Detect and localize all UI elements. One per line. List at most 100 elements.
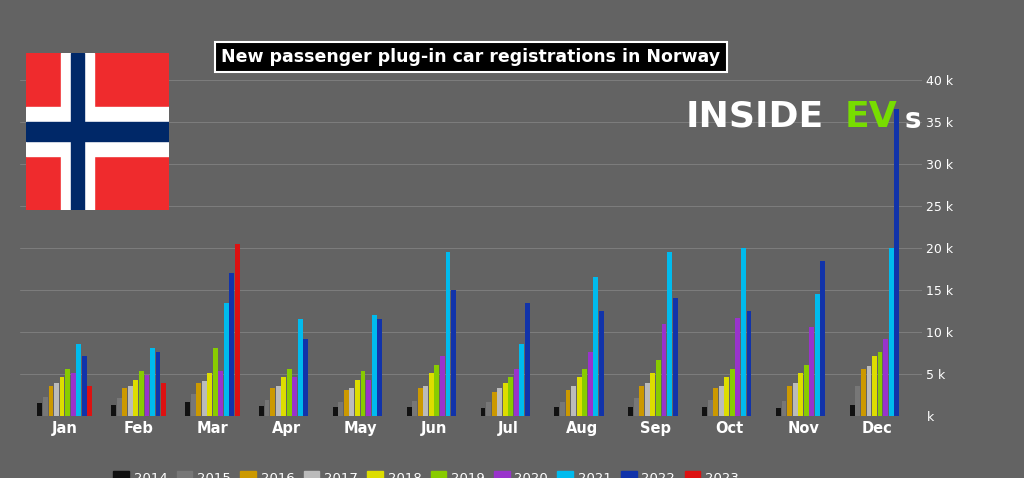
Bar: [128, 386, 133, 416]
Bar: [855, 386, 860, 416]
Text: EV: EV: [845, 100, 898, 134]
Bar: [54, 383, 59, 416]
Bar: [429, 373, 434, 416]
Bar: [883, 339, 888, 416]
Bar: [588, 352, 593, 416]
Bar: [82, 356, 87, 416]
Bar: [407, 407, 412, 416]
Bar: [117, 398, 122, 416]
Bar: [413, 401, 417, 416]
Bar: [776, 408, 781, 416]
Bar: [662, 324, 667, 416]
Bar: [377, 319, 382, 416]
Bar: [151, 348, 155, 416]
Bar: [26, 107, 169, 156]
Bar: [218, 371, 223, 416]
Bar: [372, 315, 377, 416]
Bar: [26, 121, 169, 141]
Bar: [804, 365, 809, 416]
Bar: [514, 369, 519, 416]
Bar: [702, 407, 707, 416]
Bar: [349, 388, 354, 416]
Bar: [894, 109, 899, 416]
Bar: [440, 356, 444, 416]
Bar: [360, 371, 366, 416]
Bar: [264, 400, 269, 416]
Bar: [799, 373, 803, 416]
Legend: 2014, 2015, 2016, 2017, 2018, 2019, 2020, 2021, 2022, 2023: 2014, 2015, 2016, 2017, 2018, 2019, 2020…: [108, 466, 744, 478]
Bar: [197, 383, 201, 416]
Bar: [498, 388, 502, 416]
Bar: [719, 386, 724, 416]
Bar: [451, 290, 456, 416]
Bar: [560, 402, 565, 416]
Bar: [418, 388, 423, 416]
Bar: [133, 380, 138, 416]
Bar: [270, 388, 275, 416]
Bar: [66, 369, 70, 416]
Bar: [492, 391, 497, 416]
Bar: [298, 319, 303, 416]
Bar: [577, 377, 582, 416]
Bar: [367, 380, 371, 416]
Bar: [338, 402, 343, 416]
Bar: [781, 401, 786, 416]
Bar: [741, 248, 745, 416]
Bar: [202, 381, 207, 416]
Bar: [139, 371, 143, 416]
Title: New passenger plug-in car registrations in Norway: New passenger plug-in car registrations …: [221, 48, 721, 66]
Bar: [746, 311, 752, 416]
Bar: [71, 373, 76, 416]
Bar: [423, 386, 428, 416]
Text: INSIDE: INSIDE: [686, 100, 824, 134]
Bar: [714, 388, 718, 416]
Bar: [282, 377, 286, 416]
Bar: [673, 298, 678, 416]
Bar: [861, 369, 866, 416]
Bar: [38, 403, 42, 416]
Bar: [820, 261, 825, 416]
Bar: [43, 397, 48, 416]
Bar: [213, 348, 218, 416]
Bar: [87, 386, 92, 416]
Bar: [634, 398, 639, 416]
Bar: [639, 386, 644, 416]
Bar: [303, 339, 308, 416]
Bar: [565, 390, 570, 416]
Bar: [229, 273, 234, 416]
Bar: [667, 252, 672, 416]
Bar: [72, 53, 84, 210]
Bar: [793, 383, 798, 416]
Bar: [815, 294, 819, 416]
Bar: [333, 407, 338, 416]
Bar: [224, 303, 228, 416]
Bar: [708, 400, 713, 416]
Bar: [123, 388, 127, 416]
Bar: [629, 407, 633, 416]
Bar: [519, 344, 524, 416]
Bar: [59, 377, 65, 416]
Bar: [571, 386, 575, 416]
Bar: [809, 327, 814, 416]
Bar: [480, 408, 485, 416]
Bar: [48, 386, 53, 416]
Bar: [583, 369, 587, 416]
Bar: [866, 366, 871, 416]
Bar: [434, 365, 439, 416]
Bar: [872, 356, 877, 416]
Text: s: s: [904, 106, 921, 134]
Bar: [878, 352, 883, 416]
Bar: [525, 303, 529, 416]
Bar: [61, 53, 94, 210]
Bar: [735, 318, 740, 416]
Bar: [355, 380, 359, 416]
Bar: [656, 360, 660, 416]
Bar: [486, 402, 492, 416]
Bar: [599, 311, 604, 416]
Bar: [144, 375, 150, 416]
Bar: [185, 402, 190, 416]
Bar: [503, 383, 508, 416]
Bar: [161, 383, 166, 416]
Bar: [287, 369, 292, 416]
Bar: [344, 390, 349, 416]
